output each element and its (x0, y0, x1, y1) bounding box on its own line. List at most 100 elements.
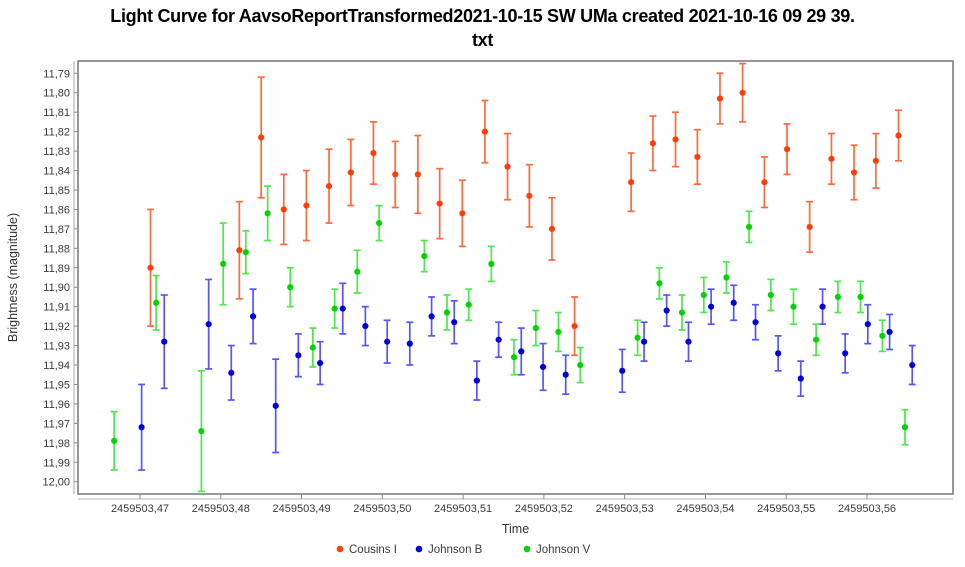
data-point (577, 361, 584, 369)
data-point (526, 192, 533, 199)
data-point (649, 140, 657, 147)
y-tick-label: 11,93 (43, 341, 70, 353)
legend: Cousins I Johnson B Johnson V (336, 544, 591, 556)
y-tick-label: 11,92 (43, 321, 70, 333)
x-tick-label: 2459503,55 (757, 503, 815, 515)
data-point (220, 260, 227, 267)
data-point (532, 324, 539, 332)
data-point (634, 334, 641, 341)
data-point (672, 136, 679, 143)
x-tick-label: 2459503,54 (676, 503, 734, 515)
data-point (339, 305, 346, 312)
data-point (797, 375, 804, 382)
legend-marker-johnson-b (415, 545, 423, 553)
data-point (488, 260, 495, 267)
data-point (767, 291, 774, 299)
series-cousins-i (147, 62, 903, 357)
data-point (384, 338, 391, 345)
legend-label: Cousins I (349, 544, 397, 556)
data-point (428, 313, 435, 320)
y-tick-label: 11,95 (43, 379, 70, 391)
data-point (806, 223, 813, 231)
y-tick-label: 12,00 (42, 477, 70, 489)
y-tick-label: 11,90 (43, 282, 70, 294)
data-point (287, 284, 294, 291)
data-point (640, 338, 648, 345)
data-point (459, 210, 466, 217)
y-axis-title: Brightness (magnitude) (6, 213, 20, 342)
x-tick-label: 2459503,50 (353, 503, 411, 515)
data-point (775, 350, 782, 357)
data-point (138, 424, 145, 431)
data-point (347, 169, 354, 176)
data-point (473, 377, 480, 384)
data-point (834, 293, 842, 301)
data-point (548, 225, 556, 232)
series-johnson-v (110, 185, 909, 493)
y-tick-label: 11,82 (43, 127, 70, 139)
data-point (153, 299, 160, 306)
data-point (694, 153, 701, 161)
data-point (249, 313, 257, 320)
chart-title: Light Curve for AavsoReportTransformed20… (0, 4, 965, 53)
data-point (850, 169, 858, 176)
legend-marker-cousins-i (336, 545, 344, 553)
data-point (198, 428, 205, 435)
x-tick-label: 2459503,51 (434, 503, 492, 515)
data-point (628, 179, 635, 186)
data-point (790, 303, 797, 310)
data-point (656, 280, 663, 287)
data-point (886, 328, 893, 336)
data-point (730, 299, 737, 306)
data-point (555, 328, 562, 336)
data-point (819, 303, 826, 310)
data-point (242, 249, 249, 256)
x-axis: 2459503,47 2459503,48 2459503,49 2459503,50… (111, 494, 896, 515)
plot-frame (77, 60, 954, 495)
data-point (707, 303, 715, 310)
data-point (562, 371, 569, 378)
data-point (317, 359, 324, 367)
data-point (295, 352, 302, 359)
data-point (303, 202, 310, 209)
data-point (354, 268, 361, 275)
data-point (161, 338, 168, 345)
y-tick-label: 11,89 (43, 263, 70, 275)
y-tick-label: 11,98 (43, 438, 70, 450)
y-tick-label: 11,86 (43, 204, 70, 216)
data-point (909, 361, 916, 369)
data-point (700, 291, 707, 299)
data-point (258, 134, 265, 141)
x-tick-label: 2459503,52 (515, 503, 573, 515)
data-point (111, 437, 118, 444)
data-point (716, 95, 724, 102)
data-point (436, 200, 443, 207)
chart-title-line1: Light Curve for AavsoReportTransformed20… (110, 6, 855, 26)
data-point (272, 402, 279, 409)
data-point (370, 149, 377, 157)
data-point (678, 309, 686, 316)
legend-label: Johnson V (536, 544, 591, 556)
x-tick-label: 2459503,47 (111, 503, 169, 515)
data-point (406, 340, 413, 347)
data-point (264, 210, 271, 217)
data-point (539, 363, 547, 371)
x-axis-title: Time (502, 522, 529, 536)
data-point (745, 223, 753, 231)
y-tick-label: 11,85 (43, 185, 70, 197)
data-point (895, 132, 902, 139)
x-tick-label: 2459503,48 (192, 503, 250, 515)
data-point (663, 307, 670, 314)
data-point (813, 336, 820, 343)
y-tick-label: 11,99 (43, 457, 70, 469)
data-point (280, 206, 287, 213)
legend-marker-johnson-v (523, 545, 531, 553)
data-point (739, 89, 746, 96)
data-point (376, 219, 383, 227)
y-tick-label: 11,80 (43, 88, 70, 100)
legend-label: Johnson B (428, 544, 483, 556)
data-point (325, 182, 333, 190)
data-point (901, 424, 909, 431)
data-point (752, 319, 759, 326)
